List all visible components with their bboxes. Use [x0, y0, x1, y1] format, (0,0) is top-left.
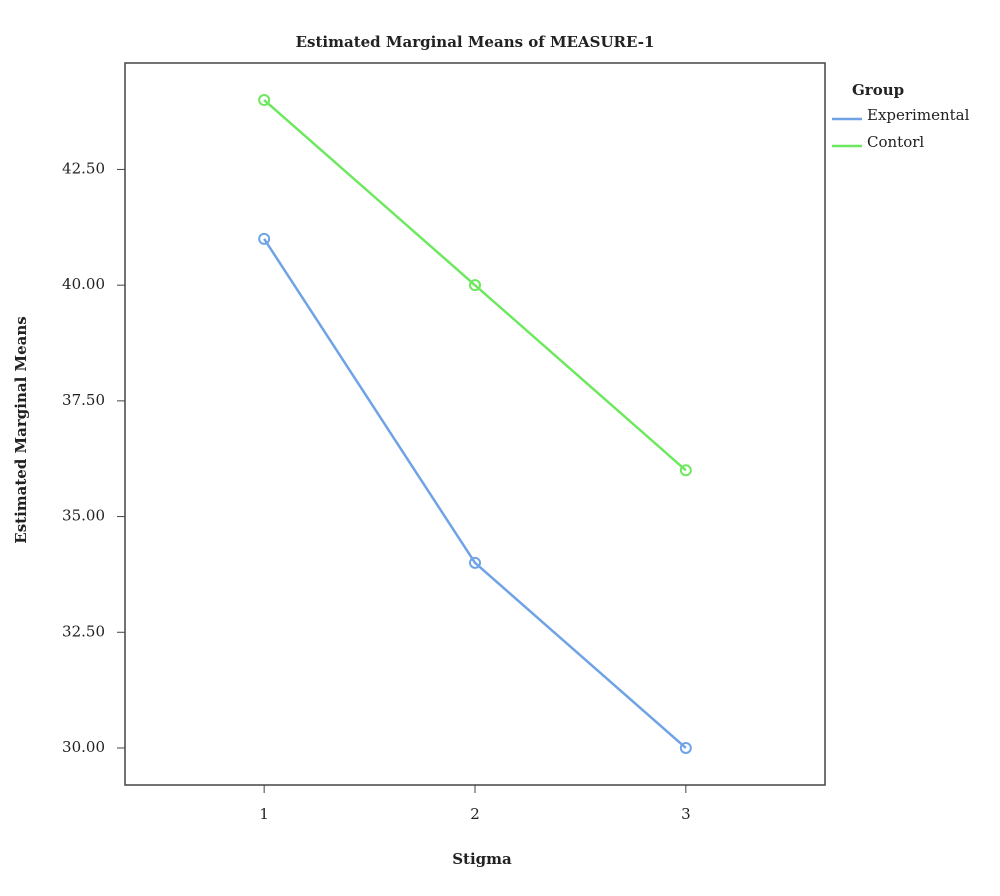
legend-label: Contorl [867, 133, 924, 151]
y-tick-label: 37.50 [62, 391, 105, 409]
y-tick-label: 42.50 [62, 159, 105, 177]
plot-frame [124, 62, 826, 786]
y-tick-label: 30.00 [62, 738, 105, 756]
point-marker [679, 741, 692, 754]
legend-title: Group [852, 81, 904, 99]
point-marker [469, 556, 481, 569]
x-axis-label: Stigma [452, 850, 512, 868]
point-marker [258, 94, 271, 107]
y-tick-label: 40.00 [62, 275, 105, 293]
series-line [263, 238, 687, 749]
chart-title: Estimated Marginal Means of MEASURE-1 [296, 33, 655, 51]
x-tick-label: 3 [681, 805, 691, 823]
y-tick-label: 35.00 [62, 507, 105, 525]
point-marker [469, 279, 481, 292]
legend-label: Experimental [867, 106, 970, 124]
y-axis-label: Estimated Marginal Means [12, 316, 30, 543]
x-tick-label: 2 [470, 805, 480, 823]
series-line [263, 99, 687, 472]
y-tick-label: 32.50 [62, 622, 105, 640]
x-tick-label: 1 [259, 805, 269, 823]
point-marker [679, 464, 692, 477]
point-marker [258, 232, 271, 245]
